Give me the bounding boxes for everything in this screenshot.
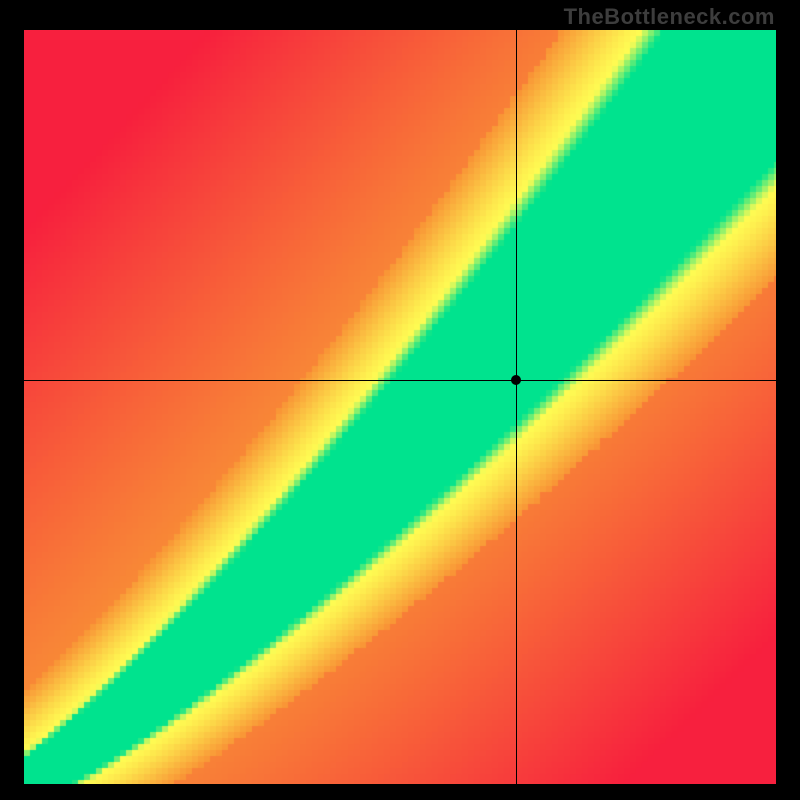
crosshair-marker (511, 375, 521, 385)
crosshair-horizontal (24, 380, 776, 381)
heatmap-plot (24, 30, 776, 784)
watermark-text: TheBottleneck.com (564, 4, 775, 30)
crosshair-vertical (516, 30, 517, 784)
heatmap-canvas (24, 30, 776, 784)
